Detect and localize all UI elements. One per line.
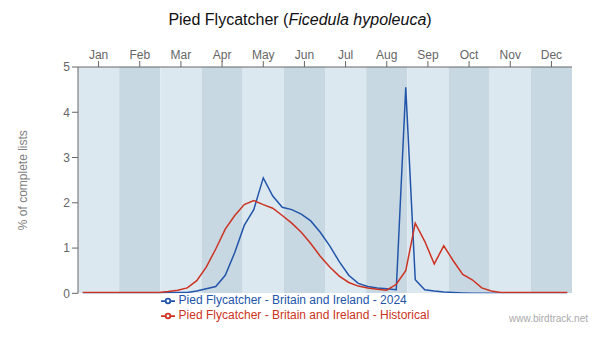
svg-text:3: 3 xyxy=(63,151,70,165)
svg-text:2: 2 xyxy=(63,196,70,210)
svg-text:Dec: Dec xyxy=(541,48,562,62)
svg-text:May: May xyxy=(252,48,275,62)
svg-text:Mar: Mar xyxy=(171,48,192,62)
svg-text:0: 0 xyxy=(63,287,70,301)
html-text:Pied Flycatcher - Britain and: Pied Flycatcher - Britain and Ireland - … xyxy=(178,293,407,308)
svg-text:5: 5 xyxy=(63,60,70,74)
svg-text:1: 1 xyxy=(63,241,70,255)
svg-text:Sep: Sep xyxy=(417,48,439,62)
svg-text:Aug: Aug xyxy=(376,48,397,62)
svg-text:Feb: Feb xyxy=(129,48,150,62)
svg-text:Oct: Oct xyxy=(460,48,479,62)
svg-text:Jun: Jun xyxy=(295,48,314,62)
html-text:www.birdtrack.net: www.birdtrack.net xyxy=(509,313,588,324)
html-text:Pied Flycatcher - Britain and: Pied Flycatcher - Britain and Ireland - … xyxy=(178,308,430,323)
svg-text:4: 4 xyxy=(63,106,70,120)
html-text:Pied Flycatcher (Ficedula hypo: Pied Flycatcher (Ficedula hypoleuca) xyxy=(168,11,432,28)
svg-text:Apr: Apr xyxy=(213,48,232,62)
svg-text:% of complete lists: % of complete lists xyxy=(16,130,30,230)
svg-text:Nov: Nov xyxy=(500,48,521,62)
svg-text:Jul: Jul xyxy=(338,48,353,62)
svg-text:Jan: Jan xyxy=(89,48,108,62)
